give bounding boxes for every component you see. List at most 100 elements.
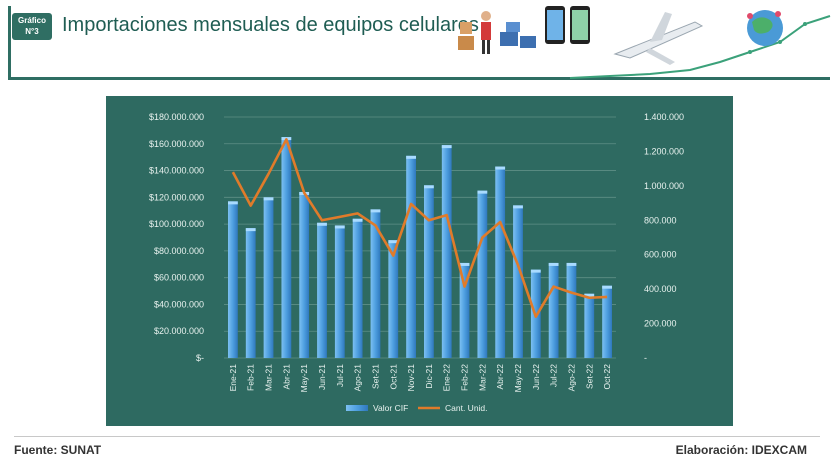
bar-top-highlight	[263, 197, 274, 201]
x-tick-label: Abr-21	[281, 364, 291, 390]
chart-panel: $- $20.000.000 $40.000.000 $60.000.000 $80.0…	[106, 96, 733, 426]
bar-valor-cif	[334, 225, 345, 358]
airplane-icon	[613, 12, 704, 65]
x-tick-label: Abr-22	[495, 364, 505, 390]
x-tick-label: Jul-21	[335, 364, 345, 387]
legend-label-valor-cif: Valor CIF	[373, 403, 408, 413]
bar-valor-cif	[263, 197, 274, 358]
bar-top-highlight	[370, 209, 381, 213]
header-illustration	[458, 6, 831, 79]
bar-valor-cif	[388, 240, 399, 358]
smartphone-icon	[545, 6, 590, 44]
bar-valor-cif	[299, 191, 310, 358]
bar-top-highlight	[477, 190, 488, 194]
bar-valor-cif	[513, 205, 523, 358]
y-right-tick-label: 800.000	[644, 215, 677, 225]
line-cant-unid	[231, 138, 608, 318]
x-tick-label: Set-22	[584, 364, 594, 389]
y-left-tick-label: $60.000.000	[154, 273, 204, 283]
x-tick-label: Mar-22	[477, 364, 487, 391]
y-left-tick-label: $100.000.000	[149, 219, 204, 229]
bar-top-highlight	[459, 262, 470, 266]
y-left-tick-label: $180.000.000	[149, 112, 204, 122]
bar-top-highlight	[228, 201, 238, 205]
y-right-tick-label: 1.000.000	[644, 181, 684, 191]
bar-valor-cif	[441, 145, 452, 358]
x-tick-label: Jun-21	[317, 364, 327, 390]
y-left-tick-label: $120.000.000	[149, 192, 204, 202]
y-left-tick-label: $40.000.000	[154, 299, 204, 309]
legend-label-cant-unid: Cant. Unid.	[445, 403, 488, 413]
x-tick-label: Set-21	[370, 364, 380, 389]
source-note: Fuente: SUNAT	[14, 443, 102, 457]
x-tick-label: Ene-21	[228, 364, 238, 392]
bar-top-highlight	[441, 145, 452, 149]
y-right-tick-label: 1.200.000	[644, 146, 684, 156]
bar-top-highlight	[602, 285, 612, 289]
bar-top-highlight	[352, 218, 363, 222]
bar-valor-cif	[370, 209, 381, 358]
delivery-person-icon	[481, 11, 491, 54]
y-left-tick-label: $20.000.000	[154, 326, 204, 336]
chart-number-badge: Gráfico N°3	[12, 13, 52, 40]
bar-valor-cif	[495, 166, 506, 358]
bar-valor-cif	[317, 222, 327, 358]
y-left-tick-label: $80.000.000	[154, 246, 204, 256]
page-title: Importaciones mensuales de equipos celul…	[62, 14, 479, 36]
bar-valor-cif	[548, 262, 559, 358]
x-tick-label: Ene-22	[442, 364, 452, 392]
bar-top-highlight	[548, 262, 559, 266]
bar-valor-cif	[406, 155, 416, 358]
bar-valor-cif	[602, 285, 612, 358]
bar-top-highlight	[334, 225, 345, 229]
x-tick-label: Feb-22	[460, 364, 470, 391]
x-tick-label: Jul-22	[549, 364, 559, 387]
bar-valor-cif	[352, 218, 363, 358]
chart-header	[8, 6, 830, 80]
bar-valor-cif	[228, 201, 238, 358]
bar-top-highlight	[530, 269, 541, 273]
bar-top-highlight	[406, 155, 416, 159]
bar-top-highlight	[245, 228, 256, 232]
bar-valor-cif	[459, 262, 470, 358]
bar-valor-cif	[245, 228, 256, 358]
y-right-tick-label: 1.400.000	[644, 112, 684, 122]
boxes-icon	[458, 22, 536, 50]
bar-top-highlight	[424, 185, 434, 189]
x-tick-label: May-22	[513, 364, 523, 393]
y-left-tick-label: $-	[196, 353, 204, 363]
bar-top-highlight	[495, 166, 506, 170]
y-right-tick-label: -	[644, 353, 647, 363]
y-right-tick-label: 200.000	[644, 319, 677, 329]
x-tick-label: Jun-22	[531, 364, 541, 390]
x-tick-label: Oct-22	[602, 364, 612, 390]
trend-line-icon	[569, 15, 831, 79]
bar-top-highlight	[317, 222, 327, 226]
y-left-tick-label: $140.000.000	[149, 166, 204, 176]
x-tick-label: Feb-21	[246, 364, 256, 391]
bar-top-highlight	[513, 205, 523, 209]
x-tick-label: Ago-22	[566, 364, 576, 392]
badge-number: N°3	[25, 27, 39, 36]
x-tick-label: Nov-21	[406, 364, 416, 392]
bar-top-highlight	[566, 262, 577, 266]
bar-valor-cif	[477, 190, 488, 358]
x-tick-label: May-21	[299, 364, 309, 393]
legend-bar-swatch	[346, 405, 368, 411]
bar-valor-cif	[281, 137, 292, 358]
x-tick-label: Oct-21	[388, 364, 398, 390]
x-tick-label: Mar-21	[264, 364, 274, 391]
y-left-tick-label: $160.000.000	[149, 139, 204, 149]
credit-note: Elaboración: IDEXCAM	[675, 443, 807, 457]
footer-divider	[14, 436, 820, 437]
globe-icon	[747, 10, 783, 46]
x-tick-label: Dic-21	[424, 364, 434, 389]
x-tick-label: Ago-21	[353, 364, 363, 392]
bar-top-highlight	[584, 293, 595, 297]
y-right-tick-label: 600.000	[644, 250, 677, 260]
bar-valor-cif	[584, 293, 595, 358]
bar-valor-cif	[424, 185, 434, 358]
y-right-tick-label: 400.000	[644, 284, 677, 294]
bar-valor-cif	[566, 262, 577, 358]
combo-chart: $- $20.000.000 $40.000.000 $60.000.000 $80.0…	[149, 112, 684, 413]
